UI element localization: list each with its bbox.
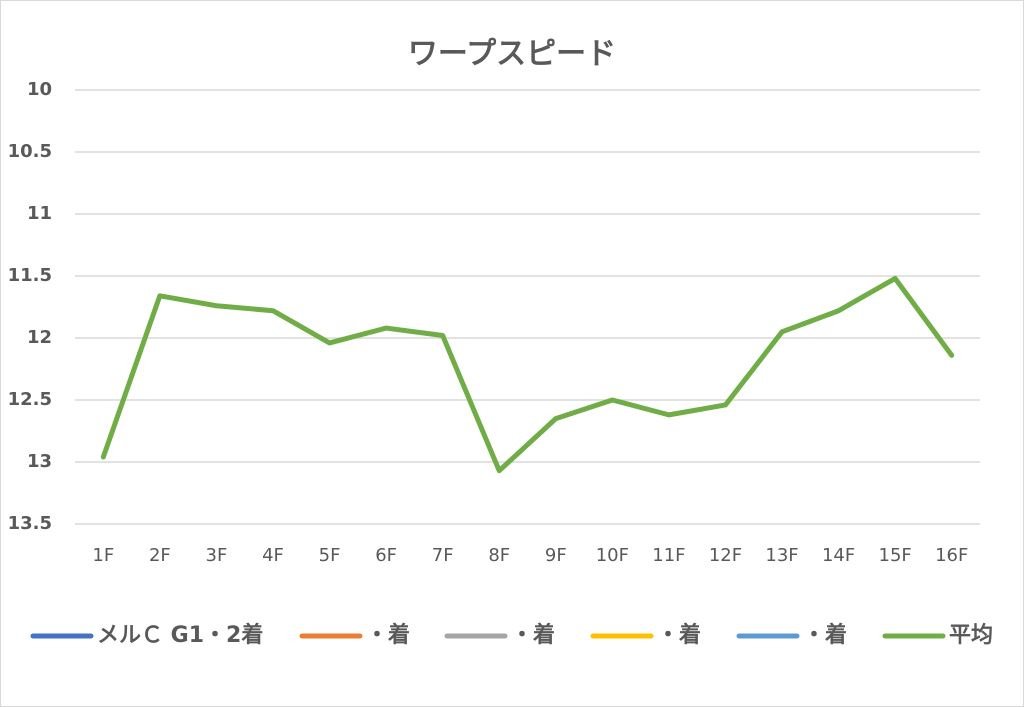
x-tick-label: 5F	[319, 545, 341, 566]
legend-label: メルＣ G1・2着	[97, 622, 263, 648]
legend-label: 平均	[949, 622, 993, 648]
x-tick-label: 10F	[596, 545, 629, 566]
x-tick-label: 2F	[149, 545, 171, 566]
x-tick-label: 14F	[822, 545, 855, 566]
x-tick-label: 12F	[709, 545, 742, 566]
y-tick-label: 12.5	[8, 389, 52, 410]
x-tick-label: 3F	[206, 545, 228, 566]
x-tick-label: 15F	[879, 545, 912, 566]
x-tick-label: 7F	[432, 545, 454, 566]
y-tick-label: 11.5	[8, 265, 52, 286]
y-tick-label: 10	[27, 79, 52, 100]
y-tick-label: 11	[27, 203, 52, 224]
legend-label: ・着	[366, 622, 410, 648]
x-tick-label: 6F	[375, 545, 397, 566]
y-tick-label: 10.5	[8, 141, 52, 162]
x-tick-label: 11F	[652, 545, 685, 566]
legend-label: ・着	[511, 622, 555, 648]
chart-title: ワープスピード	[408, 37, 616, 72]
x-tick-label: 4F	[262, 545, 284, 566]
series-line	[100, 275, 955, 474]
x-tick-label: 1F	[92, 545, 114, 566]
y-tick-label: 13	[27, 451, 52, 472]
legend-label: ・着	[803, 622, 847, 648]
y-tick-label: 13.5	[8, 513, 52, 534]
x-tick-label: 9F	[545, 545, 567, 566]
legend-label: ・着	[657, 622, 701, 648]
x-tick-label: 16F	[935, 545, 968, 566]
y-tick-label: 12	[27, 327, 52, 348]
x-tick-label: 13F	[765, 545, 798, 566]
x-tick-label: 8F	[488, 545, 510, 566]
